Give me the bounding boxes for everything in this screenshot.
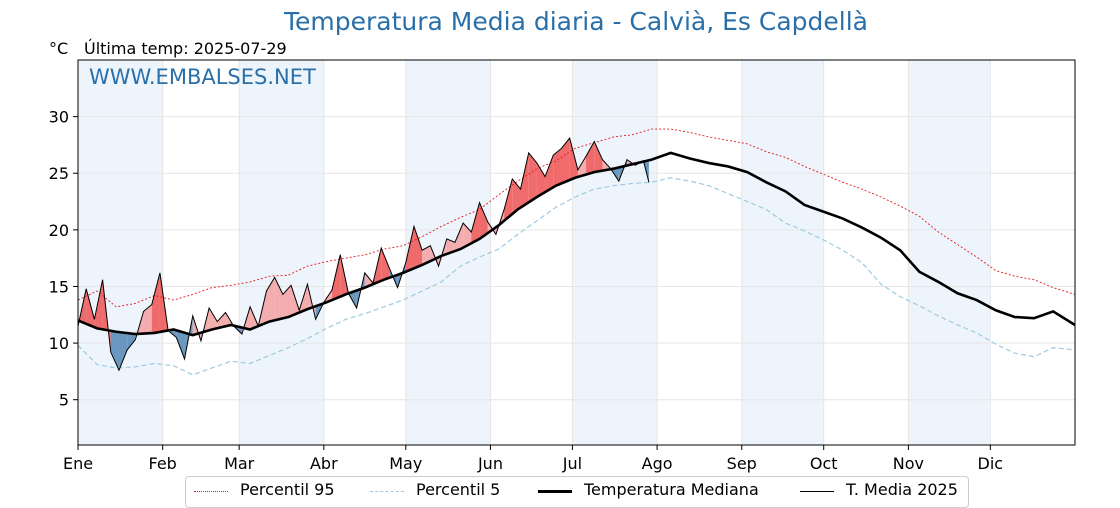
month-band-mar: [239, 60, 324, 445]
anomaly-fill-above: [266, 277, 275, 323]
last-temp-label: Última temp: 2025-07-29: [84, 39, 287, 58]
legend-label-mediana: Temperatura Mediana: [584, 480, 759, 499]
series-lines: [77, 128, 1076, 376]
anomaly-fill-above: [217, 312, 226, 329]
anomaly-fill-above: [528, 152, 537, 203]
y-unit-label: °C: [49, 39, 69, 58]
anomaly-fill-above: [512, 178, 521, 214]
x-tick-label-jun: Jun: [477, 454, 503, 473]
y-tick-label-15: 15: [49, 277, 69, 296]
y-tick-label-5: 5: [59, 391, 69, 410]
x-tick-label-abr: Abr: [310, 454, 338, 473]
x-tick-label-sep: Sep: [727, 454, 757, 473]
anomaly-fill-above: [209, 307, 218, 331]
anomaly-fill-below: [127, 333, 136, 350]
anomaly-fill-above: [594, 141, 603, 173]
x-tick-label-dic: Dic: [978, 454, 1004, 473]
anomaly-fill-above: [520, 152, 529, 208]
series-line-media2025: [77, 137, 650, 372]
legend-swatch-p5: [370, 491, 404, 492]
legend-label-p95: Percentil 95: [240, 480, 335, 499]
y-tick-label-10: 10: [49, 334, 69, 353]
anomaly-fill-above: [463, 223, 472, 248]
axis-ticks: Ene Feb Mar Abr May Jun Jul Ago Sep Oct Nov Dic 5 10 1…: [49, 108, 1003, 473]
anomaly-fill-above: [471, 202, 480, 244]
month-band-nov: [908, 60, 991, 445]
anomaly-fill-above: [553, 148, 562, 188]
anomaly-fill-above: [86, 288, 95, 328]
x-tick-label-mar: Mar: [224, 454, 255, 473]
anomaly-fill-above: [422, 245, 431, 265]
x-tick-label-nov: Nov: [893, 454, 924, 473]
anomaly-fill-below: [176, 330, 185, 359]
anomaly-fill-above: [504, 178, 513, 221]
legend-swatch-p95: [194, 491, 228, 492]
gridlines: [77, 60, 1075, 445]
month-bands: [78, 60, 991, 445]
anomaly-fill-below: [618, 159, 628, 182]
x-tick-label-ago: Ago: [642, 454, 673, 473]
anomaly-fill-above: [413, 226, 423, 269]
anomaly-fill-above: [332, 254, 341, 301]
month-band-ene: [78, 60, 163, 445]
month-band-sep: [741, 60, 824, 445]
anomaly-fill-above: [569, 138, 578, 181]
y-tick-label-20: 20: [49, 221, 69, 240]
legend: Percentil 95 Percentil 5 Temperatura Med…: [185, 476, 969, 508]
legend-swatch-mediana: [538, 490, 572, 493]
anomaly-fill-above: [454, 223, 464, 252]
anomaly-fill-below: [118, 332, 128, 371]
month-band-jul: [572, 60, 658, 445]
anomaly-fill-above: [536, 163, 546, 198]
x-tick-label-ene: Ene: [63, 454, 93, 473]
anomaly-fill-above: [479, 202, 488, 239]
legend-label-media2025: T. Media 2025: [846, 480, 958, 499]
x-tick-label-jul: Jul: [562, 454, 582, 473]
anomaly-fill-above: [545, 155, 554, 193]
anomaly-fill-above: [577, 156, 587, 177]
series-line-p5: [77, 177, 1076, 376]
anomaly-fill-above: [381, 247, 390, 281]
plot-frame: [77, 59, 1076, 446]
anomaly-fill-above: [561, 138, 570, 184]
anomaly-fill-above: [446, 238, 455, 254]
series-line-p95: [77, 128, 1076, 308]
legend-label-p5: Percentil 5: [416, 480, 501, 499]
y-tick-label-25: 25: [49, 164, 69, 183]
anomaly-fill-above: [151, 272, 160, 334]
legend-swatch-media2025: [800, 491, 834, 492]
anomaly-fill-below: [110, 330, 119, 371]
watermark: WWW.EMBALSES.NET: [89, 65, 316, 89]
chart-title: Temperatura Media diaria - Calvià, Es Ca…: [284, 7, 868, 36]
anomaly-fill-above: [143, 304, 152, 334]
anomaly-fill-above: [586, 141, 595, 175]
anomaly-fill-above: [282, 285, 292, 319]
y-tick-label-30: 30: [49, 108, 69, 127]
x-tick-label-feb: Feb: [149, 454, 177, 473]
x-tick-label-may: May: [389, 454, 422, 473]
anomaly-fill-above: [274, 277, 283, 321]
x-tick-label-oct: Oct: [810, 454, 838, 473]
anomaly-fill-above: [94, 279, 103, 330]
